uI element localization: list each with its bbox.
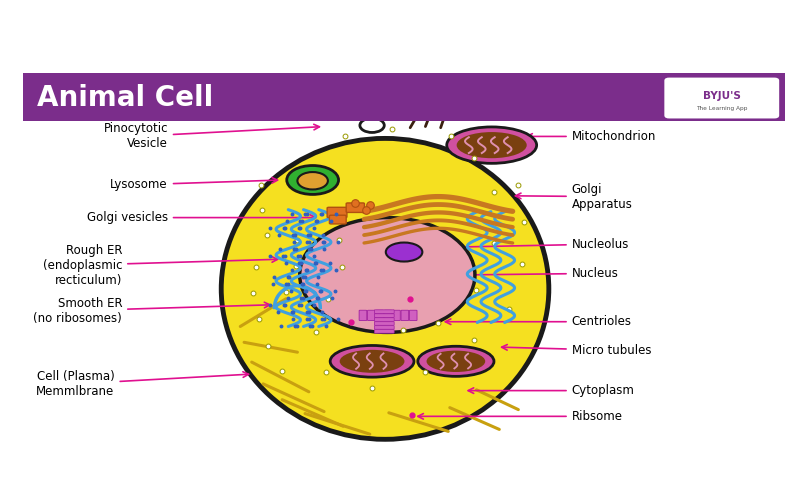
FancyBboxPatch shape <box>393 310 400 320</box>
FancyBboxPatch shape <box>367 310 375 320</box>
Ellipse shape <box>360 118 384 133</box>
Ellipse shape <box>386 242 422 261</box>
Text: Micro tubules: Micro tubules <box>502 344 651 357</box>
FancyBboxPatch shape <box>374 318 394 321</box>
Text: Nucleolus: Nucleolus <box>450 238 629 251</box>
Ellipse shape <box>330 346 414 377</box>
Text: Pinocytotic
Vesicle: Pinocytotic Vesicle <box>103 122 319 151</box>
Text: Mitochondrion: Mitochondrion <box>527 130 656 143</box>
Ellipse shape <box>426 350 486 372</box>
Text: Cell (Plasma)
Memmlbrane: Cell (Plasma) Memmlbrane <box>36 370 249 398</box>
Ellipse shape <box>457 132 526 158</box>
FancyBboxPatch shape <box>410 310 417 320</box>
FancyBboxPatch shape <box>384 310 392 320</box>
Ellipse shape <box>340 350 405 373</box>
FancyBboxPatch shape <box>666 78 778 118</box>
FancyBboxPatch shape <box>374 314 394 318</box>
FancyBboxPatch shape <box>359 310 366 320</box>
Text: Smooth ER
(no ribosomes): Smooth ER (no ribosomes) <box>34 297 270 325</box>
Ellipse shape <box>300 218 475 333</box>
FancyBboxPatch shape <box>374 322 394 325</box>
FancyBboxPatch shape <box>376 310 383 320</box>
Text: Golgi
Apparatus: Golgi Apparatus <box>515 182 633 211</box>
Ellipse shape <box>298 172 328 189</box>
Text: Centrioles: Centrioles <box>446 315 632 328</box>
FancyBboxPatch shape <box>346 203 365 212</box>
Bar <box>23 73 785 121</box>
FancyBboxPatch shape <box>374 310 394 314</box>
Text: Cytoplasm: Cytoplasm <box>468 384 634 397</box>
Ellipse shape <box>222 138 549 439</box>
Ellipse shape <box>446 127 537 163</box>
Text: Golgi vesicles: Golgi vesicles <box>86 211 316 224</box>
FancyBboxPatch shape <box>327 207 347 218</box>
Ellipse shape <box>418 346 494 377</box>
FancyBboxPatch shape <box>374 330 394 333</box>
Text: Animal Cell: Animal Cell <box>37 84 213 112</box>
FancyBboxPatch shape <box>374 326 394 329</box>
Text: Rough ER
(endoplasmic
recticulum): Rough ER (endoplasmic recticulum) <box>42 243 278 287</box>
Text: BYJU'S: BYJU'S <box>703 91 741 101</box>
Text: Nucleus: Nucleus <box>462 267 618 280</box>
Text: The Learning App: The Learning App <box>696 106 747 111</box>
Text: Lysosome: Lysosome <box>110 178 278 191</box>
FancyBboxPatch shape <box>401 310 409 320</box>
Text: Ribsome: Ribsome <box>418 410 622 423</box>
Ellipse shape <box>286 166 338 195</box>
FancyBboxPatch shape <box>330 215 346 224</box>
